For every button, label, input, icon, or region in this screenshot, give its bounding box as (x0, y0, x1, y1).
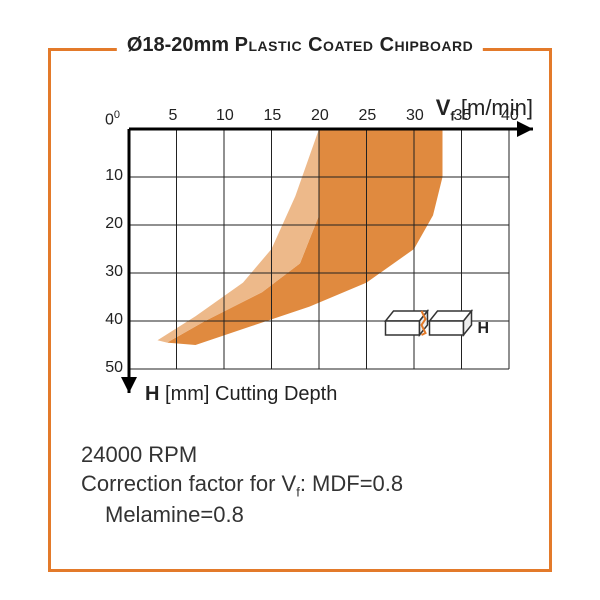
rpm-line: 24000 RPM (81, 441, 541, 470)
title-main: Plastic Coated Chipboard (235, 34, 474, 56)
x-tick-label: 35 (454, 107, 472, 125)
svg-text:H: H (478, 320, 490, 337)
footer-notes: 24000 RPM Correction factor for Vf: MDF=… (81, 441, 541, 529)
x-tick-label: 15 (264, 107, 282, 125)
y-tick-label: 30 (105, 263, 123, 281)
y-tick-label: 50 (105, 359, 123, 377)
chart-svg: H (81, 81, 541, 411)
y-axis-title: H [mm] Cutting Depth (145, 383, 337, 406)
x-tick-label: 5 (169, 107, 178, 125)
y-tick-label: 20 (105, 215, 123, 233)
x-tick-label: 30 (406, 107, 424, 125)
x-tick-label: 25 (359, 107, 377, 125)
panel-title: Ø18-20mm Plastic Coated Chipboard (117, 34, 483, 57)
melamine-line: Melamine=0.8 (81, 501, 541, 530)
title-prefix: Ø18-20mm (127, 34, 235, 56)
x-tick-label: 10 (216, 107, 234, 125)
x-tick-label: 20 (311, 107, 329, 125)
x-tick-label: 40 (501, 107, 519, 125)
chart: H Vf [m/min] H [mm] Cutting Depth 005101… (81, 81, 541, 401)
correction-line: Correction factor for Vf: MDF=0.8 (81, 470, 541, 501)
y-tick-label: 10 (105, 167, 123, 185)
panel-frame: H Vf [m/min] H [mm] Cutting Depth 005101… (48, 48, 552, 572)
tick-origin: 00 (105, 109, 120, 129)
y-tick-label: 40 (105, 311, 123, 329)
